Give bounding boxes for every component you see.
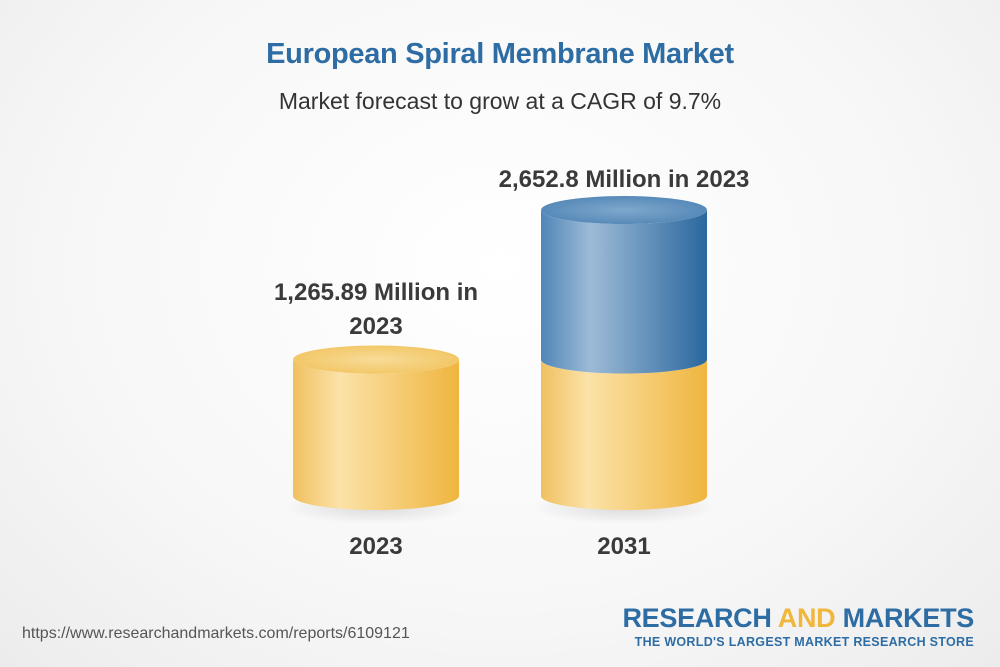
research-and-markets-logo: RESEARCH AND MARKETS THE WORLD'S LARGEST… [622,603,974,649]
logo-text-and: AND [777,603,836,633]
data-label-2031: 2,652.8 Million in 2023 [498,166,750,193]
logo-text-markets: MARKETS [835,603,975,633]
bar-2031 [541,196,707,510]
bar-2023-body [293,359,459,510]
bar-2031-top [541,196,707,224]
data-label-2023: 1,265.89 Million in 2023 [273,279,479,340]
bar-2031-growth-segment [541,210,707,374]
chart-title: European Spiral Membrane Market [266,38,734,70]
category-label-2023: 2023 [349,533,403,560]
category-label-2031: 2031 [597,533,651,560]
bar-2031-base-segment [541,359,707,510]
report-url[interactable]: https://www.researchandmarkets.com/repor… [22,625,410,642]
logo-text-research: RESEARCH [622,603,778,633]
bar-2023-top [293,345,459,374]
chart-subtitle: Market forecast to grow at a CAGR of 9.7… [278,88,722,114]
bar-2023 [293,345,459,510]
logo-tagline: THE WORLD'S LARGEST MARKET RESEARCH STOR… [634,635,974,649]
